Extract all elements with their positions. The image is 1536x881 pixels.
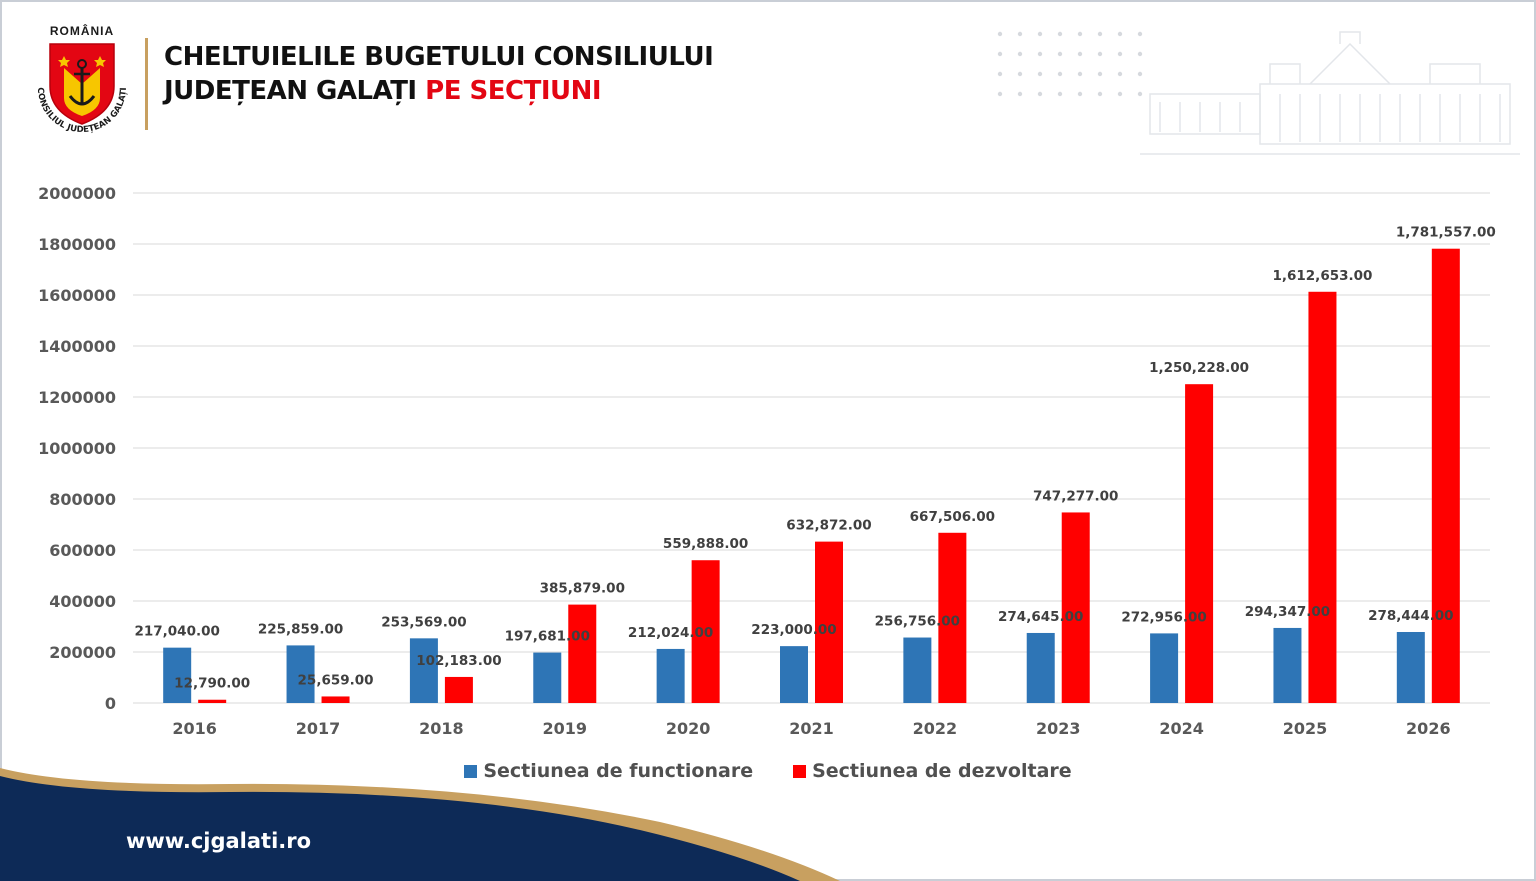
bar-dezvoltare [321,696,350,703]
legend-label-dezvoltare: Sectiunea de dezvoltare [812,760,1072,782]
bar-functionare [1150,633,1179,703]
data-label-functionare: 272,956.00 [1121,609,1206,625]
data-label-functionare: 278,444.00 [1368,608,1453,624]
bar-dezvoltare [444,676,473,703]
data-label-dezvoltare: 559,888.00 [663,536,748,552]
x-tick-label: 2026 [1406,719,1451,738]
data-label-functionare: 197,681.00 [505,629,590,645]
bar-functionare [163,647,192,703]
bar-functionare [286,645,315,703]
y-tick-label: 0 [105,694,116,713]
header-divider [145,38,148,130]
y-tick-label: 1400000 [38,337,116,356]
budget-bar-chart: 0 200000 400000 600000 800000 1000000 1200000 1… [38,184,1496,738]
x-tick-label: 2017 [296,719,341,738]
data-label-functionare: 217,040.00 [134,624,219,640]
bar-functionare [533,652,562,703]
data-label-functionare: 212,024.00 [628,625,713,641]
title-line-2-black: JUDEȚEAN GALAȚI [164,76,417,106]
x-tick-label: 2023 [1036,719,1081,738]
bar-functionare [1273,627,1302,703]
county-crest-logo: ROMÂNIA CONSILIUL JUDEȚEAN GALAȚI [28,24,136,136]
data-label-functionare: 253,569.00 [381,614,466,630]
legend-label-functionare: Sectiunea de functionare [483,760,754,782]
y-tick-label: 1000000 [38,439,116,458]
bar-functionare [1026,632,1055,703]
bar-functionare [903,637,932,703]
x-tick-label: 2022 [913,719,958,738]
bar-dezvoltare [1431,248,1460,703]
bar-dezvoltare [198,699,227,703]
bar-dezvoltare [815,541,843,703]
data-label-dezvoltare: 1,250,228.00 [1149,360,1249,376]
data-label-dezvoltare: 12,790.00 [174,676,250,692]
title-line-1: CHELTUIELILE BUGETULUI CONSILIULUI [164,42,714,72]
y-tick-label: 400000 [49,592,116,611]
x-tick-label: 2019 [543,719,588,738]
x-tick-label: 2016 [172,719,217,738]
decorative-dot-grid [997,31,1143,97]
data-label-dezvoltare: 102,183.00 [416,653,501,669]
data-label-dezvoltare: 1,781,557.00 [1396,225,1496,241]
bar-functionare [409,638,438,703]
legend-item-functionare: Sectiunea de functionare [464,760,753,782]
data-label-functionare: 256,756.00 [875,614,960,630]
y-tick-label: 600000 [49,541,116,560]
data-label-functionare: 225,859.00 [258,621,343,637]
crest-shield-icon: CONSILIUL JUDEȚEAN GALAȚI [35,43,129,135]
bar-dezvoltare [691,560,720,703]
bar-dezvoltare [568,604,597,703]
title-line-2: JUDEȚEAN GALAȚI PE SECȚIUNI [164,74,713,108]
y-tick-label: 1200000 [38,388,116,407]
x-tick-label: 2025 [1283,719,1328,738]
footer-wave-band [0,768,840,881]
bar-dezvoltare [1185,384,1214,703]
bar-dezvoltare [1308,291,1337,703]
y-axis-ticks: 0 200000 400000 600000 800000 1000000 1200000 1… [38,184,116,713]
bar-functionare [1396,631,1425,703]
chart-gridlines [133,192,1490,704]
chart-data-labels: 217,040.00 12,790.00 225,859.00 25,659.00 25… [134,225,1495,692]
building-illustration [1140,31,1520,155]
y-tick-label: 1800000 [38,235,116,254]
y-tick-label: 800000 [49,490,116,509]
legend-item-dezvoltare: Sectiunea de dezvoltare [793,760,1072,782]
bar-functionare [656,648,685,703]
page-title: CHELTUIELILE BUGETULUI CONSILIULUI JUDEȚ… [164,40,714,108]
x-tick-label: 2018 [419,719,464,738]
data-label-functionare: 294,347.00 [1245,604,1330,620]
chart-legend: Sectiunea de functionare Sectiunea de de… [0,760,1536,782]
data-label-dezvoltare: 25,659.00 [298,672,374,688]
y-tick-label: 2000000 [38,184,116,203]
bar-dezvoltare [938,532,967,703]
y-tick-label: 1600000 [38,286,116,305]
bar-dezvoltare [1061,512,1090,703]
legend-swatch-blue [464,764,478,778]
title-line-2-red: PE SECȚIUNI [425,76,602,106]
x-axis-ticks: 2016 2017 2018 2019 2020 2021 2022 2023 2024 2025… [172,719,1450,738]
x-tick-label: 2020 [666,719,711,738]
data-label-dezvoltare: 1,612,653.00 [1272,268,1372,284]
crest-country-label: ROMÂNIA [49,24,115,38]
x-tick-label: 2024 [1159,719,1204,738]
data-label-dezvoltare: 632,872.00 [786,518,871,534]
legend-swatch-red [793,764,807,778]
x-tick-label: 2021 [789,719,834,738]
footer-website-link[interactable]: www.cjgalati.ro [126,829,312,853]
bar-functionare [780,646,808,703]
data-label-dezvoltare: 385,879.00 [540,581,625,597]
data-label-functionare: 223,000.00 [751,622,836,638]
data-label-dezvoltare: 747,277.00 [1033,488,1118,504]
chart-bars [163,248,1460,703]
y-tick-label: 200000 [49,643,116,662]
data-label-dezvoltare: 667,506.00 [910,509,995,525]
data-label-functionare: 274,645.00 [998,609,1083,625]
